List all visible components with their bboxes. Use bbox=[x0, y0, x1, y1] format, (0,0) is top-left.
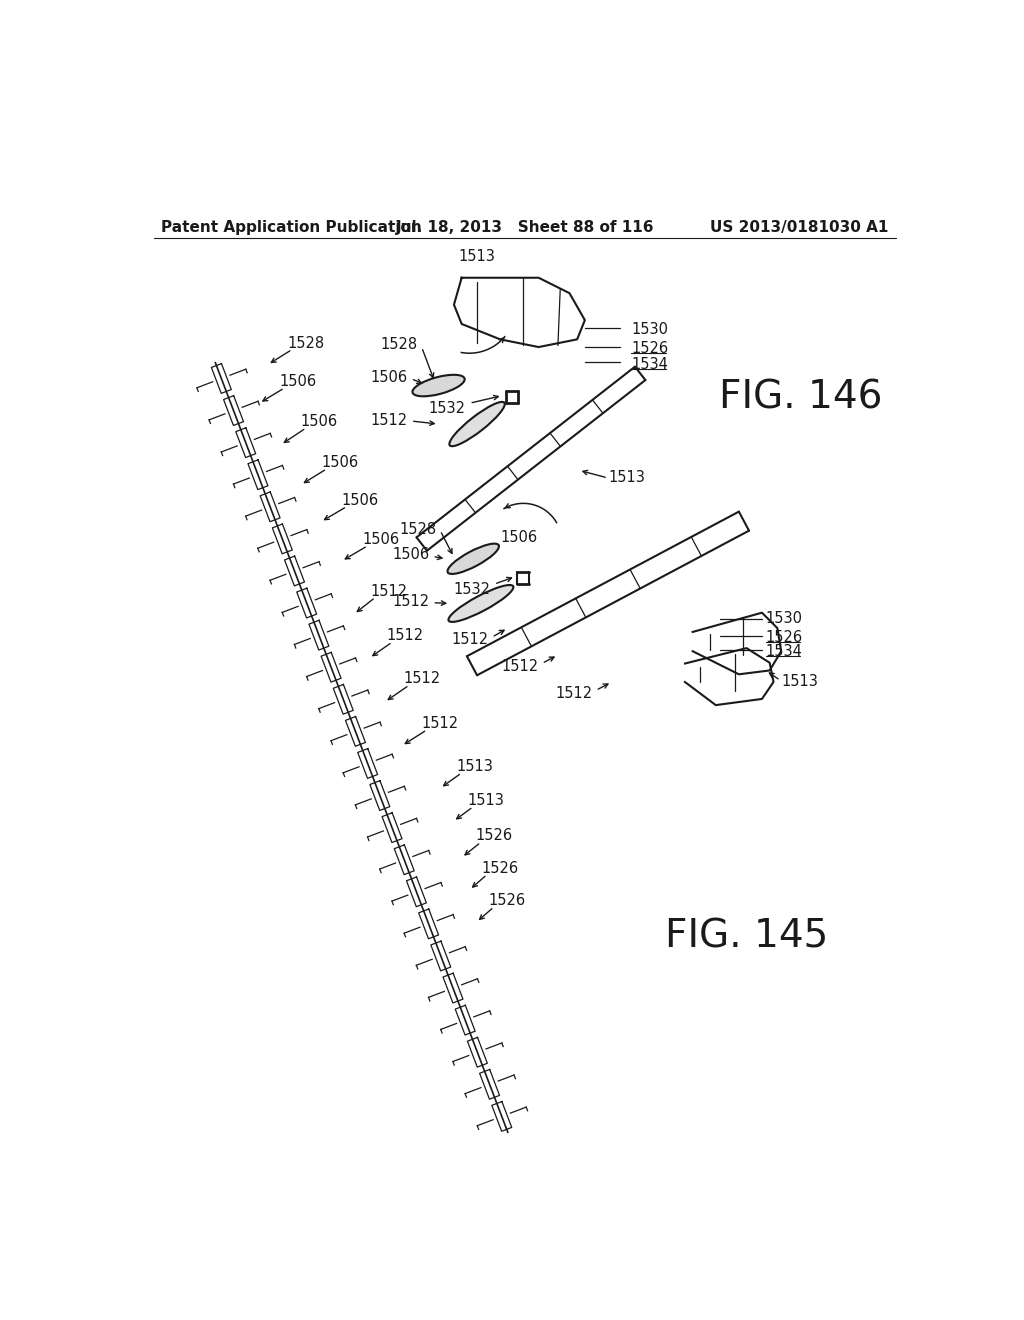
Text: 1506: 1506 bbox=[301, 414, 338, 429]
Text: 1513: 1513 bbox=[608, 470, 645, 486]
Text: 1526: 1526 bbox=[475, 829, 513, 843]
Text: 1506: 1506 bbox=[362, 532, 399, 546]
Text: 1534: 1534 bbox=[766, 644, 803, 659]
Text: 1512: 1512 bbox=[403, 672, 441, 686]
Text: 1512: 1512 bbox=[502, 659, 539, 675]
Text: 1506: 1506 bbox=[371, 371, 408, 385]
Text: 1512: 1512 bbox=[370, 583, 408, 599]
Text: 1506: 1506 bbox=[322, 455, 358, 470]
Text: 1526: 1526 bbox=[481, 861, 519, 876]
Ellipse shape bbox=[450, 401, 505, 446]
Text: 1532: 1532 bbox=[454, 582, 490, 597]
Text: 1528: 1528 bbox=[400, 521, 437, 537]
Text: 1528: 1528 bbox=[288, 335, 325, 351]
Text: 1526: 1526 bbox=[766, 630, 803, 645]
Text: Jul. 18, 2013   Sheet 88 of 116: Jul. 18, 2013 Sheet 88 of 116 bbox=[395, 220, 654, 235]
Text: Patent Application Publication: Patent Application Publication bbox=[162, 220, 422, 235]
Text: 1506: 1506 bbox=[392, 548, 429, 562]
Ellipse shape bbox=[413, 375, 465, 396]
Text: 1530: 1530 bbox=[631, 322, 668, 337]
Text: 1526: 1526 bbox=[631, 341, 669, 356]
Text: 1513: 1513 bbox=[781, 675, 818, 689]
Ellipse shape bbox=[449, 585, 513, 622]
Text: 1513: 1513 bbox=[457, 759, 494, 775]
Text: US 2013/0181030 A1: US 2013/0181030 A1 bbox=[710, 220, 888, 235]
Text: 1532: 1532 bbox=[428, 401, 466, 416]
Text: 1534: 1534 bbox=[631, 358, 668, 372]
Text: 1506: 1506 bbox=[280, 374, 317, 389]
Text: 1512: 1512 bbox=[392, 594, 429, 609]
Text: 1513: 1513 bbox=[459, 249, 496, 264]
Text: FIG. 146: FIG. 146 bbox=[719, 378, 883, 416]
Ellipse shape bbox=[447, 544, 499, 574]
Text: 1530: 1530 bbox=[766, 611, 803, 627]
Text: 1513: 1513 bbox=[468, 793, 505, 808]
Text: 1512: 1512 bbox=[452, 632, 488, 647]
Text: 1506: 1506 bbox=[341, 492, 379, 508]
Text: 1512: 1512 bbox=[555, 686, 593, 701]
Text: FIG. 145: FIG. 145 bbox=[665, 917, 828, 956]
Text: 1506: 1506 bbox=[501, 529, 538, 545]
Text: 1512: 1512 bbox=[422, 715, 459, 731]
Text: 1512: 1512 bbox=[371, 413, 408, 428]
Text: 1528: 1528 bbox=[381, 337, 418, 352]
Text: 1512: 1512 bbox=[387, 628, 424, 643]
Text: 1526: 1526 bbox=[488, 894, 525, 908]
